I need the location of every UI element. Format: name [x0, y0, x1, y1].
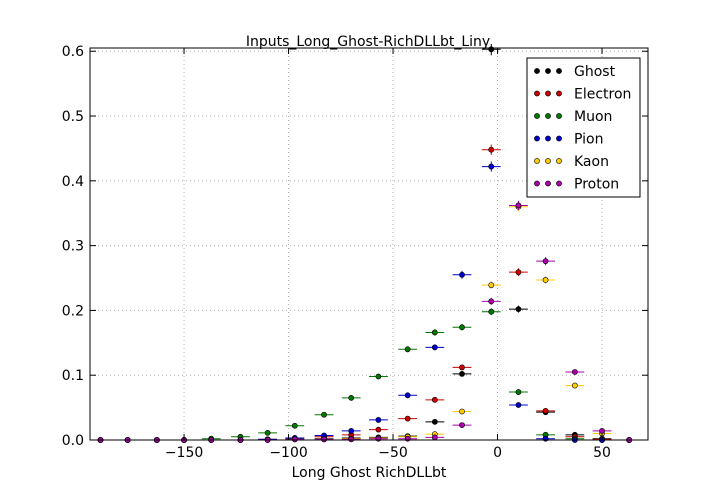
legend-label: Electron	[574, 87, 631, 103]
legend-marker	[545, 113, 551, 119]
data-point	[431, 418, 438, 425]
data-point	[375, 435, 382, 442]
data-point	[542, 407, 549, 414]
plot-frame	[89, 47, 649, 441]
data-point	[404, 346, 411, 353]
legend-marker	[556, 158, 562, 164]
data-point	[321, 411, 327, 418]
data-point	[348, 428, 355, 434]
data-point	[431, 396, 438, 403]
data-point	[404, 415, 411, 422]
data-point	[488, 308, 495, 315]
data-point	[431, 329, 438, 336]
data-point	[515, 202, 522, 209]
data-point	[515, 306, 522, 313]
data-point	[542, 435, 549, 442]
legend-marker	[556, 68, 562, 74]
data-point	[459, 324, 465, 331]
data-point	[375, 426, 382, 433]
legend-label: Kaon	[574, 154, 609, 170]
data-point	[264, 429, 271, 436]
y-tick-label: 0.1	[62, 368, 84, 384]
x-tick-label: −150	[165, 445, 203, 461]
legend-label: Muon	[574, 109, 612, 125]
y-tick-label: 0.5	[62, 109, 84, 125]
x-axis-title: Long Ghost RichDLLbt	[292, 465, 447, 481]
data-point	[571, 382, 578, 389]
legend-item-muon: Muon	[534, 109, 612, 125]
data-point	[291, 436, 298, 443]
legend-item-kaon: Kaon	[534, 154, 609, 170]
data-point	[488, 298, 495, 305]
data-point	[459, 408, 465, 415]
legend-marker	[534, 90, 540, 97]
data-point	[488, 46, 495, 53]
legend-marker	[534, 135, 540, 142]
legend-item-proton: Proton	[534, 177, 619, 193]
legend-marker	[556, 90, 562, 97]
data-point	[488, 163, 495, 170]
data-point	[459, 422, 465, 428]
legend-marker	[534, 158, 540, 164]
x-tick-label: 0	[493, 445, 502, 461]
y-tick-label: 0.0	[62, 433, 84, 449]
data-point	[488, 146, 495, 153]
legend-marker	[556, 135, 562, 142]
x-tick-label: −100	[269, 445, 307, 461]
data-point	[542, 277, 549, 283]
legend-marker	[534, 68, 540, 74]
y-tick-label: 0.3	[62, 239, 84, 255]
legend-label: Proton	[574, 177, 619, 193]
data-point	[459, 364, 465, 371]
legend-marker	[534, 180, 540, 187]
legend-marker	[545, 68, 551, 74]
legend-item-pion: Pion	[534, 132, 603, 148]
data-point	[348, 394, 355, 401]
data-point	[488, 282, 495, 289]
data-point	[515, 389, 522, 395]
legend: Ghost Electron Muon Pion Kaon Proton	[526, 57, 641, 198]
y-tick-label: 0.2	[62, 303, 84, 319]
legend-box	[526, 57, 641, 198]
data-point	[431, 344, 438, 351]
data-point	[375, 373, 382, 380]
legend-marker	[545, 180, 551, 187]
legend-item-ghost: Ghost	[534, 64, 616, 80]
x-tick-label: 50	[593, 445, 611, 461]
axis-ticks: −150 −100 −50 0 50 0.0 0.1 0.2 0.3 0.4 0.5 0.6	[62, 44, 648, 461]
legend-marker	[556, 180, 562, 187]
legend-label: Pion	[574, 132, 603, 148]
data-point	[291, 422, 298, 429]
legend-marker	[545, 158, 551, 164]
data-point	[404, 435, 411, 442]
data-point	[515, 402, 522, 408]
data-point	[321, 436, 327, 443]
data-point	[599, 428, 605, 434]
x-tick-label: −50	[378, 445, 408, 461]
data-point	[571, 369, 578, 375]
data-point	[542, 258, 549, 265]
data-point	[431, 434, 438, 441]
legend-marker	[556, 113, 562, 119]
legend-item-electron: Electron	[534, 87, 631, 103]
y-tick-label: 0.6	[62, 44, 84, 60]
data-point	[515, 269, 522, 276]
legend-marker	[545, 135, 551, 142]
data-point	[459, 271, 465, 278]
y-tick-label: 0.4	[62, 174, 84, 190]
data-point	[348, 436, 355, 443]
data-point	[404, 392, 411, 399]
data-point	[375, 417, 382, 423]
legend-marker	[534, 113, 540, 119]
legend-marker	[545, 90, 551, 97]
legend-label: Ghost	[574, 64, 616, 80]
data-point	[459, 371, 465, 377]
chart-title: Inputs_Long_Ghost-RichDLLbt_Liny	[246, 34, 490, 50]
